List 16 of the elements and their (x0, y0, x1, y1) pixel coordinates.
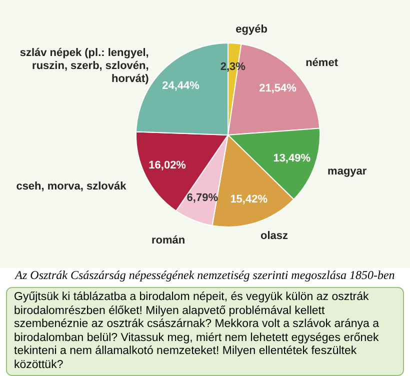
slice-label: cseh, morva, szlovák (16, 180, 128, 192)
data-label: 6,79% (186, 192, 218, 204)
slice-label: magyar (328, 165, 368, 178)
text: Az Osztrák Császárság népességének nemzetiség szerinti megoszlása 1850-ben (14, 268, 396, 283)
data-label: 13,49% (273, 152, 311, 164)
slice-label: olasz (260, 230, 289, 242)
data-label: 21,54% (259, 82, 297, 95)
data-label: 15,42% (230, 194, 268, 206)
slice-label: szláv népek (pl.: lengyel, ruszin, szerb, szlovén, horvát) (20, 46, 150, 85)
data-label: 2,3% (220, 61, 246, 74)
slice-label: román (151, 234, 186, 247)
slice-label: egyéb (236, 23, 268, 36)
data-label: 16,02% (148, 160, 186, 172)
text: Gyűjtsük ki táblázatba a birodalom népeit, és vegyük külön az osztrák birodalomrészben élőket! Milyen alapvető problémával kellett szembenéznie az osztrák császárnak? Mekkora volt a szlávok aránya a birodalomban belül? Vitassuk meg, miért nem lehetett egységes erőnek tekinteni a nem államalkotó nemzeteket! Milyen ellentétek feszültek közöttük? (6, 287, 404, 376)
slice-label: német (306, 56, 338, 69)
data-label: 24,44% (162, 80, 200, 92)
